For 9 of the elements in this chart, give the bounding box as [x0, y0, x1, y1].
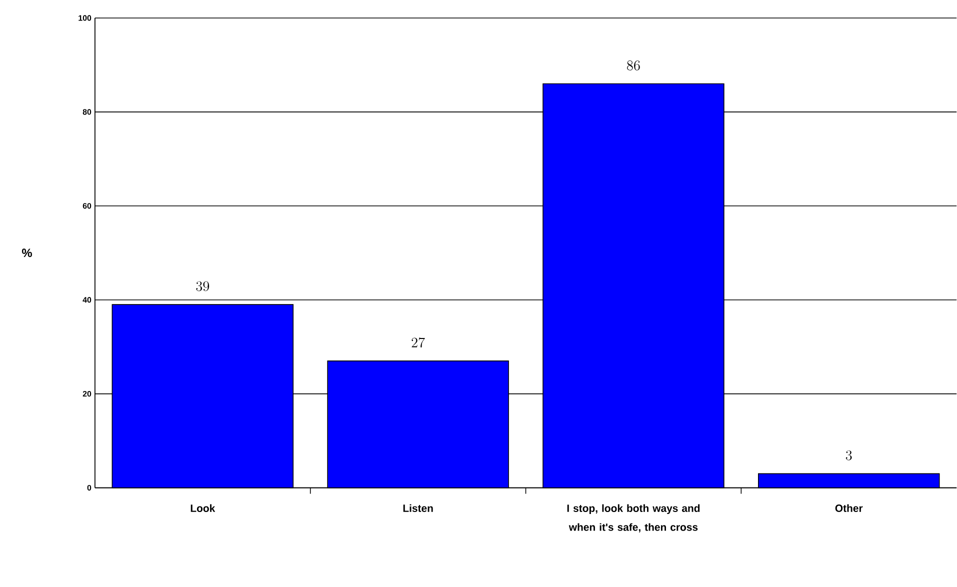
- x-tick-label: Look: [190, 504, 216, 512]
- x-tick-label: I stop, look both ways and when it's safe, then cross: [567, 504, 700, 533]
- data-label: 27: [412, 338, 425, 348]
- data-label: 3: [846, 450, 852, 460]
- x-tick-label: Other: [835, 504, 863, 512]
- y-axis-title: %: [22, 248, 32, 258]
- x-tick-label: Listen: [403, 504, 433, 512]
- data-label: 86: [627, 60, 640, 71]
- data-label: 39: [196, 281, 210, 292]
